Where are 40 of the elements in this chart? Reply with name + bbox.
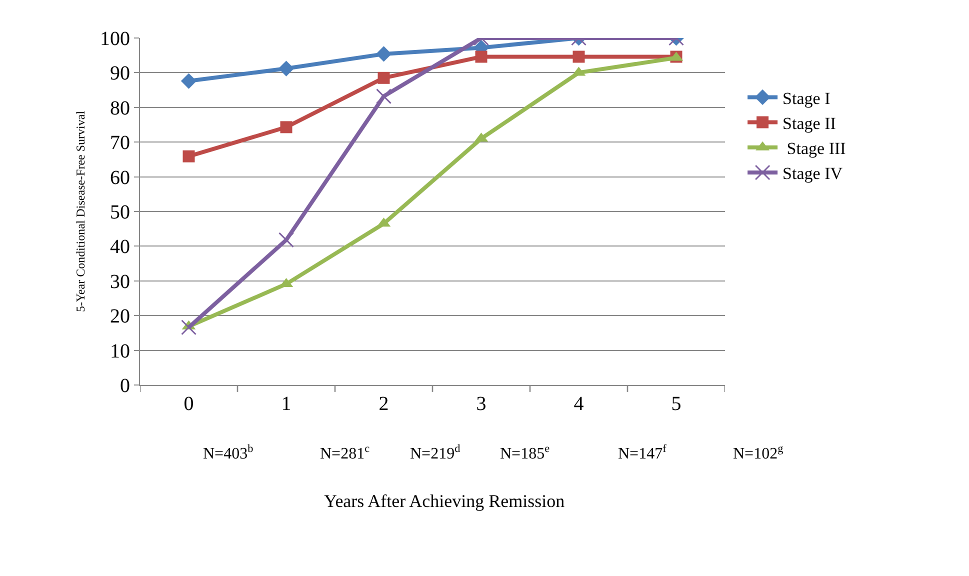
x-tick-label: 3 [476,393,486,415]
y-tick-label: 80 [110,97,130,120]
y-tick-label: 70 [110,132,130,154]
text: N=185$^{e}$ [500,443,550,463]
y-tick-label: 60 [110,166,130,189]
point [278,60,294,76]
x-tick-label: 2 [378,393,389,415]
text: N=281$^{c}$ [320,443,370,463]
y-tick-label: 100 [100,28,130,50]
text: N=102$^{g}$ [733,443,784,463]
point [376,46,392,62]
x-tick-label: 4 [574,393,584,415]
point [475,50,488,63]
x-axis-title: Years After Achieving Remission [324,491,565,511]
text: N=403$^{b}$ [203,443,254,463]
point [181,320,196,336]
legend-label: Stage III [782,139,846,158]
legend-label: Stage IV [782,164,844,184]
x-tick-label: 0 [184,393,194,415]
legend-label: Stage II [782,114,836,133]
y-tick-label: 0 [120,375,130,397]
y-tick-label: 90 [110,62,130,85]
point [182,150,195,162]
point [278,232,294,248]
y-tick-label: 10 [110,340,130,362]
legend-label: Stage I [782,88,831,108]
point [572,50,585,63]
y-tick-label: 50 [110,202,130,224]
y-tick-label: 40 [110,236,130,258]
y-tick-label: 20 [110,306,130,328]
point [376,88,392,104]
text: N=219$^{d}$ [410,443,461,463]
text: N=147$^{f}$ [618,443,667,463]
y-tick-label: 30 [110,270,130,293]
point [280,121,292,134]
x-tick-label: 5 [671,393,682,415]
point [378,72,390,84]
y-axis-title: 5-Year Conditional Disease-Free Survival [73,110,88,312]
x-tick-label: 1 [281,393,292,415]
point [180,73,197,89]
